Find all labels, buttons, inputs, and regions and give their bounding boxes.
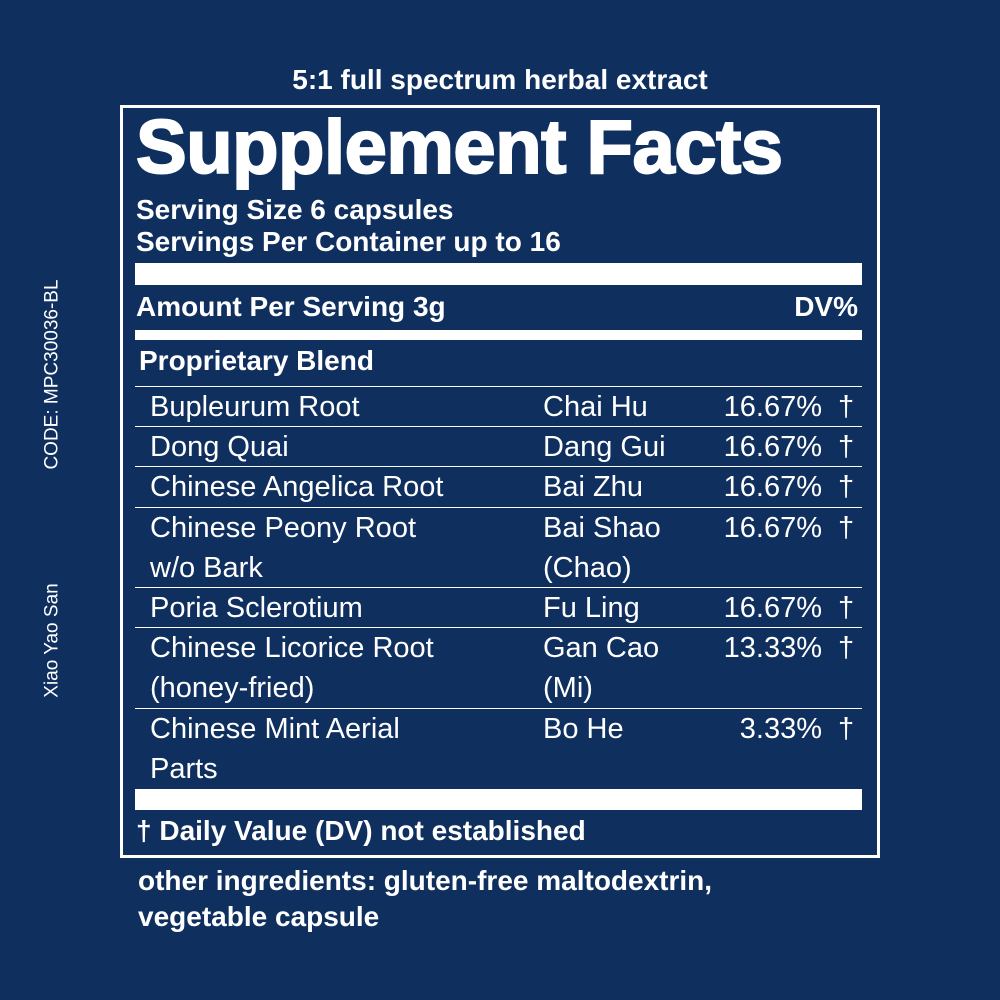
daily-value: 16.67%: [724, 393, 822, 422]
ingredient-name: Poria Sclerotium: [150, 594, 363, 623]
dv-mark: †: [838, 634, 854, 663]
ingredient-name: w/o Bark: [150, 554, 263, 583]
pinyin-name: Bai Zhu: [543, 473, 643, 502]
ingredient-name: Chinese Peony Root: [150, 514, 416, 543]
side-product: Xiao Yao San: [43, 541, 62, 741]
dv-mark: †: [838, 594, 854, 623]
row-rule: [135, 386, 862, 387]
other-ingredients: vegetable capsule: [138, 903, 379, 931]
dv-mark: †: [838, 514, 854, 543]
row-rule: [135, 708, 862, 709]
footnote: † Daily Value (DV) not established: [136, 817, 586, 845]
row-rule: [135, 466, 862, 467]
daily-value: 3.33%: [740, 715, 822, 744]
ingredient-name: Dong Quai: [150, 433, 289, 462]
pinyin-name: Gan Cao: [543, 634, 659, 663]
ingredient-name: Parts: [150, 755, 218, 784]
ingredient-name: Chinese Licorice Root: [150, 634, 434, 663]
pinyin-name: Bo He: [543, 715, 624, 744]
servings-per-container: Servings Per Container up to 16: [136, 228, 561, 256]
pinyin-name: Bai Shao: [543, 514, 661, 543]
ingredient-name: (honey-fried): [150, 674, 314, 703]
daily-value: 13.33%: [724, 634, 822, 663]
pinyin-name: (Chao): [543, 554, 632, 583]
title: Supplement Facts: [136, 110, 783, 186]
side-code: CODE: MPC30036-BL: [43, 275, 62, 475]
ingredient-name: Chinese Angelica Root: [150, 473, 443, 502]
medium-bar: [135, 330, 862, 340]
row-rule: [135, 587, 862, 588]
dv-header: DV%: [794, 293, 858, 321]
daily-value: 16.67%: [724, 433, 822, 462]
serving-size: Serving Size 6 capsules: [136, 196, 454, 224]
pinyin-name: Fu Ling: [543, 594, 640, 623]
thick-bar: [135, 789, 862, 810]
daily-value: 16.67%: [724, 594, 822, 623]
blend-title: Proprietary Blend: [139, 347, 374, 375]
thick-bar: [135, 263, 862, 285]
dv-mark: †: [838, 715, 854, 744]
subtitle: 5:1 full spectrum herbal extract: [0, 66, 1000, 94]
daily-value: 16.67%: [724, 514, 822, 543]
daily-value: 16.67%: [724, 473, 822, 502]
amount-label: Amount Per Serving 3g: [136, 293, 446, 321]
ingredient-name: Chinese Mint Aerial: [150, 715, 400, 744]
dv-mark: †: [838, 393, 854, 422]
row-rule: [135, 426, 862, 427]
pinyin-name: Chai Hu: [543, 393, 648, 422]
row-rule: [135, 507, 862, 508]
row-rule: [135, 627, 862, 628]
dv-mark: †: [838, 433, 854, 462]
pinyin-name: (Mi): [543, 674, 593, 703]
pinyin-name: Dang Gui: [543, 433, 666, 462]
ingredient-name: Bupleurum Root: [150, 393, 360, 422]
other-ingredients: other ingredients: gluten-free maltodext…: [138, 867, 712, 895]
dv-mark: †: [838, 473, 854, 502]
